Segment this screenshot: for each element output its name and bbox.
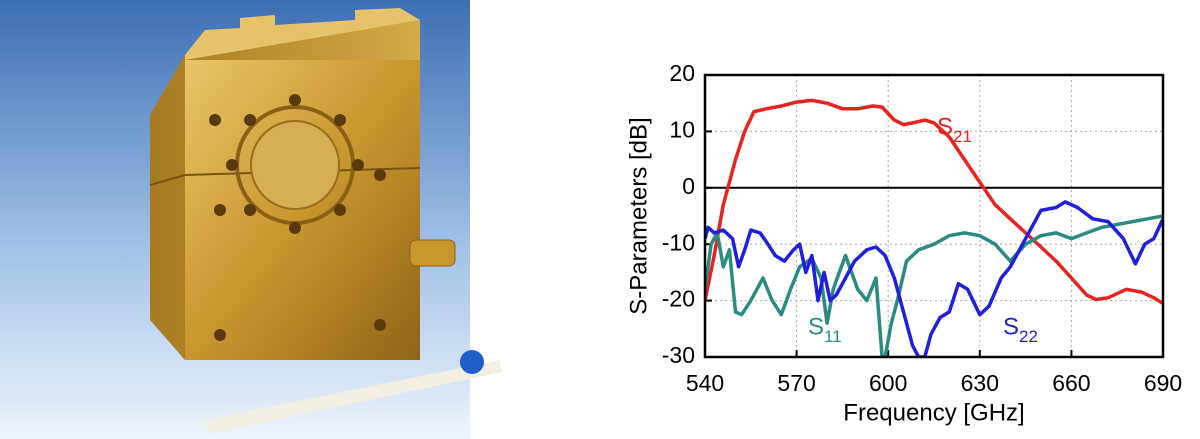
x-tick-label: 660 [1052,370,1090,396]
y-tick-label: -10 [662,229,695,255]
y-tick-label: 10 [669,116,695,142]
series-line [705,100,1163,303]
plot-frame [705,75,1163,357]
x-axis-label: Frequency [GHz] [843,399,1024,426]
x-tick-label: 690 [1144,370,1182,396]
x-tick-label: 600 [869,370,907,396]
y-tick-label: 0 [682,173,695,199]
series-label: S22 [1003,313,1038,346]
y-tick-label: 20 [669,60,695,86]
page: {"chart_data": {"type": "line", "xlabel"… [0,0,1200,439]
series-line [705,202,1163,357]
plot-lines [705,100,1163,357]
photo [0,0,502,439]
y-tick-label: -20 [662,286,695,312]
x-tick-label: 570 [777,370,815,396]
series-line [705,216,1163,357]
x-tick-label: 540 [686,370,724,396]
series-label: S21 [937,113,972,146]
x-tick-label: 630 [961,370,999,396]
y-tick-label: -30 [662,342,695,368]
figure: -30-20-1001020540570600630660690S21S11S2… [0,0,1200,439]
y-axis-label: S-Parameters [dB] [625,117,652,314]
